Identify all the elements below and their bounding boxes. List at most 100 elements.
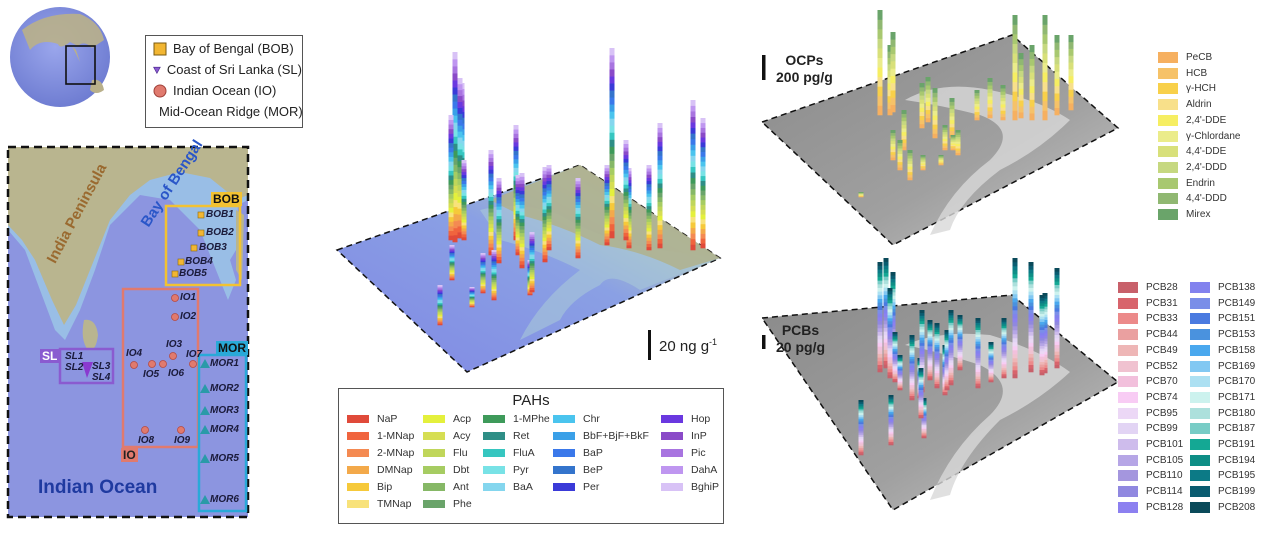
bar-segment: [626, 209, 632, 213]
bar-segment: [542, 233, 548, 238]
bar-segment: [892, 340, 898, 343]
bar-segment: [461, 192, 467, 196]
bar-segment: [883, 258, 889, 262]
bar-segment: [975, 341, 981, 344]
bar-segment: [988, 359, 994, 361]
bar-segment: [690, 172, 696, 179]
bar-segment: [883, 302, 889, 306]
bar-segment: [437, 308, 443, 311]
bar-segment: [858, 429, 864, 432]
bar-segment: [515, 219, 521, 223]
bar-segment: [491, 257, 497, 260]
stacked-bar: [890, 130, 896, 161]
bar-segment: [461, 189, 467, 193]
bar-segment: [575, 178, 581, 182]
bar-segment: [944, 376, 950, 379]
bar-segment: [1012, 354, 1018, 359]
stacked-bar: [950, 135, 956, 151]
bar-segment: [496, 209, 502, 213]
legend-label: Phe: [453, 498, 472, 510]
bar-segment: [575, 243, 581, 247]
stacked-bar: [448, 115, 454, 241]
bar-segment: [515, 204, 521, 208]
bar-segment: [1054, 71, 1060, 79]
bar-segment: [546, 174, 552, 178]
bar-segment: [942, 134, 948, 137]
bar-segment: [1039, 324, 1045, 328]
bar-segment: [1001, 352, 1007, 355]
legend-swatch: [1190, 344, 1210, 356]
bar-segment: [901, 135, 907, 140]
bar-segment: [949, 101, 955, 106]
bar-segment: [1039, 353, 1045, 357]
bar-segment: [919, 99, 925, 104]
bar-segment: [448, 115, 454, 120]
bar-segment: [877, 335, 883, 340]
bar-segment: [987, 85, 993, 90]
bar-segment: [604, 194, 610, 198]
bar-segment: [700, 151, 706, 157]
bar-segment: [934, 375, 940, 378]
bar-segment: [452, 115, 458, 123]
bar-segment: [657, 123, 663, 128]
bar-segment: [1042, 72, 1048, 83]
legend-swatch: [1118, 454, 1138, 466]
bar-segment: [919, 334, 925, 338]
bar-segment: [1054, 348, 1060, 352]
legend-swatch: [553, 432, 575, 440]
legend-label: PCB33: [1146, 313, 1178, 325]
bar-segment: [927, 324, 933, 327]
bar-segment: [888, 441, 894, 444]
bar-segment: [858, 438, 864, 441]
legend-label: PCB194: [1218, 454, 1256, 466]
bar-segment: [919, 364, 925, 368]
bar-segment: [975, 369, 981, 372]
bar-segment: [690, 105, 696, 112]
bar-segment: [469, 295, 475, 297]
bar-segment: [1018, 64, 1024, 72]
bar-segment: [448, 142, 454, 148]
bar-segment: [609, 69, 615, 77]
bar-segment: [1054, 78, 1060, 87]
bar-segment: [626, 239, 632, 243]
bar-segment: [623, 140, 629, 145]
bar-segment: [604, 215, 610, 219]
bar-segment: [1068, 96, 1074, 104]
bar-segment: [488, 212, 494, 217]
bar-segment: [488, 208, 494, 213]
legend-label: PCB208: [1218, 501, 1256, 513]
circle-icon: [153, 84, 167, 97]
bar-segment: [480, 261, 486, 264]
bar-segment: [449, 263, 455, 265]
legend-swatch: [1158, 83, 1178, 95]
bar-segment: [921, 402, 927, 404]
bar-segment: [469, 292, 475, 294]
bar-segment: [957, 315, 963, 318]
bar-segment: [609, 202, 615, 211]
bar-segment: [690, 238, 696, 245]
bar-segment: [919, 115, 925, 121]
bar-segment: [690, 150, 696, 156]
bar-segment: [858, 196, 864, 197]
bar-segment: [1018, 88, 1024, 95]
stacked-bar: [909, 335, 915, 401]
bar-segment: [858, 444, 864, 447]
bar-segment: [496, 212, 502, 217]
bar-segment: [1000, 107, 1006, 111]
bar-segment: [575, 237, 581, 241]
bar-segment: [987, 107, 993, 112]
bar-segment: [437, 285, 443, 287]
bar-segment: [1042, 349, 1048, 352]
bar-segment: [623, 143, 629, 148]
bar-segment: [1012, 346, 1018, 351]
bar-segment: [957, 359, 963, 362]
bar-segment: [480, 254, 486, 257]
bar-segment: [883, 309, 889, 314]
bar-segment: [527, 293, 533, 296]
bar-segment: [955, 132, 961, 135]
bar-segment: [519, 180, 525, 184]
bar-segment: [897, 355, 903, 357]
bar-segment: [909, 382, 915, 386]
bar-segment: [1001, 332, 1007, 335]
legend-item: PCB169: [1190, 360, 1255, 372]
